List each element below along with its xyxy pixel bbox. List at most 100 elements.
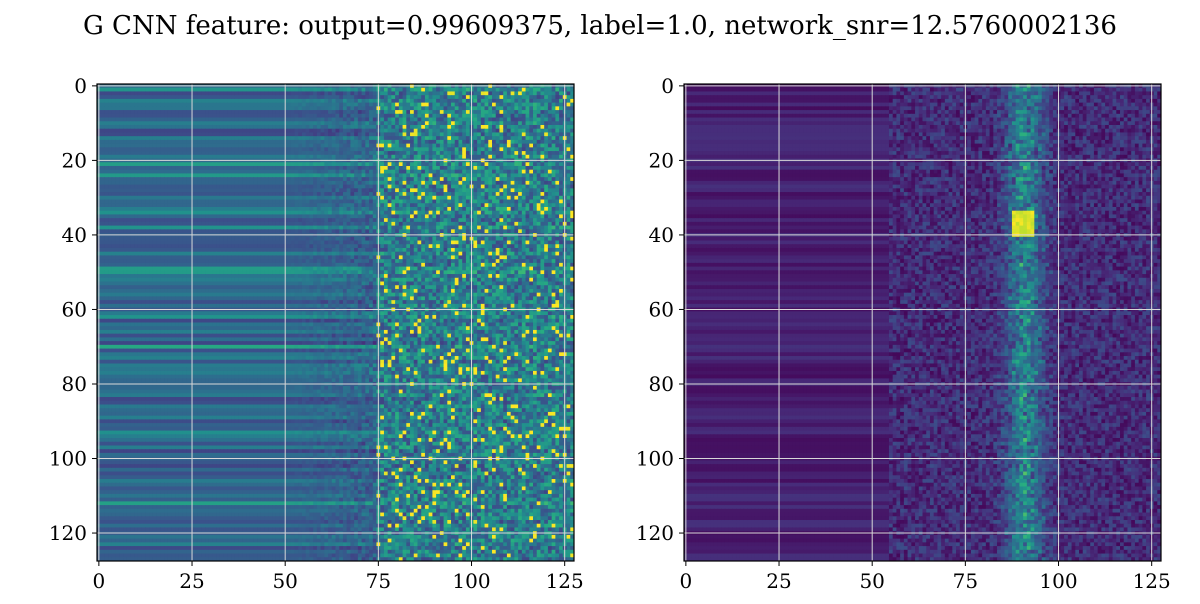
left-heatmap-cell xyxy=(350,95,354,99)
left-heatmap-cell xyxy=(112,226,116,230)
left-heatmap-cell xyxy=(257,99,261,103)
left-heatmap-cell xyxy=(309,196,313,200)
left-heatmap-cell xyxy=(298,106,302,110)
left-heatmap-cell xyxy=(145,211,149,215)
left-heatmap-cell xyxy=(429,125,433,129)
left-heatmap-cell xyxy=(473,177,477,181)
left-heatmap-cell xyxy=(555,222,559,226)
left-heatmap-cell xyxy=(440,99,444,103)
left-heatmap-cell xyxy=(380,192,384,196)
left-heatmap-cell xyxy=(496,95,500,99)
left-heatmap-cell xyxy=(544,218,548,222)
left-heatmap-cell xyxy=(280,125,284,129)
left-heatmap-cell xyxy=(321,91,325,95)
left-heatmap-cell xyxy=(123,200,127,204)
left-heatmap-cell xyxy=(116,129,120,133)
left-heatmap-cell xyxy=(116,140,120,144)
left-heatmap-cell xyxy=(317,132,321,136)
left-heatmap-cell xyxy=(261,207,265,211)
left-heatmap-cell xyxy=(503,170,507,174)
left-heatmap-cell xyxy=(157,226,161,230)
left-heatmap-cell xyxy=(380,155,384,159)
left-heatmap-cell xyxy=(239,155,243,159)
left-heatmap-cell xyxy=(317,106,321,110)
left-heatmap-cell xyxy=(481,170,485,174)
left-heatmap-cell xyxy=(112,132,116,136)
left-heatmap-cell xyxy=(444,132,448,136)
left-heatmap-cell xyxy=(511,222,515,226)
left-heatmap-cell xyxy=(134,203,138,207)
left-heatmap-cell xyxy=(373,103,377,107)
left-heatmap-cell xyxy=(425,173,429,177)
left-heatmap-cell xyxy=(168,162,172,166)
left-heatmap-cell xyxy=(142,121,146,125)
left-heatmap-cell xyxy=(306,91,310,95)
left-heatmap-cell xyxy=(369,200,373,204)
left-heatmap-cell xyxy=(142,88,146,92)
left-heatmap-cell xyxy=(451,114,455,118)
left-heatmap-cell xyxy=(339,218,343,222)
left-heatmap-cell xyxy=(153,155,157,159)
left-heatmap-cell xyxy=(526,91,530,95)
left-heatmap-cell xyxy=(224,211,228,215)
left-heatmap-cell xyxy=(499,166,503,170)
left-heatmap-cell xyxy=(272,181,276,185)
left-heatmap-cell xyxy=(127,200,131,204)
left-heatmap-cell xyxy=(306,103,310,107)
left-heatmap-cell xyxy=(321,170,325,174)
left-heatmap-cell xyxy=(224,136,228,140)
left-heatmap-cell xyxy=(227,192,231,196)
left-heatmap-cell xyxy=(373,226,377,230)
left-heatmap-cell xyxy=(265,166,269,170)
left-heatmap-cell xyxy=(403,214,407,218)
left-heatmap-cell xyxy=(287,91,291,95)
left-heatmap-cell xyxy=(485,125,489,129)
left-heatmap-cell xyxy=(164,95,168,99)
left-heatmap-cell xyxy=(224,181,228,185)
left-heatmap-cell xyxy=(268,144,272,148)
left-heatmap-cell xyxy=(485,99,489,103)
left-heatmap-cell xyxy=(488,103,492,107)
left-heatmap-cell xyxy=(254,196,258,200)
left-heatmap-cell xyxy=(183,200,187,204)
left-heatmap-cell xyxy=(104,91,108,95)
left-heatmap-cell xyxy=(309,147,313,151)
left-heatmap-cell xyxy=(302,181,306,185)
left-heatmap-cell xyxy=(559,192,563,196)
left-heatmap-cell xyxy=(175,166,179,170)
left-heatmap-cell xyxy=(473,132,477,136)
left-heatmap-cell xyxy=(220,170,224,174)
left-heatmap-cell xyxy=(302,125,306,129)
left-heatmap-cell xyxy=(451,200,455,204)
left-heatmap-cell xyxy=(131,170,135,174)
left-heatmap-cell xyxy=(272,110,276,114)
left-heatmap-cell xyxy=(417,114,421,118)
left-heatmap-cell xyxy=(138,200,142,204)
left-heatmap-cell xyxy=(391,173,395,177)
left-heatmap-cell xyxy=(347,110,351,114)
left-heatmap-cell xyxy=(350,99,354,103)
left-heatmap-cell xyxy=(295,211,299,215)
left-heatmap-cell xyxy=(537,132,541,136)
left-heatmap-cell xyxy=(186,136,190,140)
left-heatmap-cell xyxy=(444,214,448,218)
left-heatmap-cell xyxy=(134,211,138,215)
left-heatmap-cell xyxy=(544,192,548,196)
left-heatmap-cell xyxy=(145,218,149,222)
left-heatmap-cell xyxy=(347,125,351,129)
left-heatmap-cell xyxy=(537,106,541,110)
left-heatmap-cell xyxy=(306,95,310,99)
left-heatmap-cell xyxy=(268,166,272,170)
left-heatmap-cell xyxy=(235,166,239,170)
left-heatmap-cell xyxy=(529,95,533,99)
left-heatmap-cell xyxy=(436,155,440,159)
left-heatmap-cell xyxy=(157,121,161,125)
left-heatmap-cell xyxy=(511,144,515,148)
left-heatmap-cell xyxy=(499,144,503,148)
left-heatmap-cell xyxy=(246,196,250,200)
left-heatmap-cell xyxy=(503,211,507,215)
left-heatmap-cell xyxy=(272,125,276,129)
left-heatmap-cell xyxy=(198,196,202,200)
left-heatmap-cell xyxy=(138,218,142,222)
left-heatmap-cell xyxy=(175,222,179,226)
